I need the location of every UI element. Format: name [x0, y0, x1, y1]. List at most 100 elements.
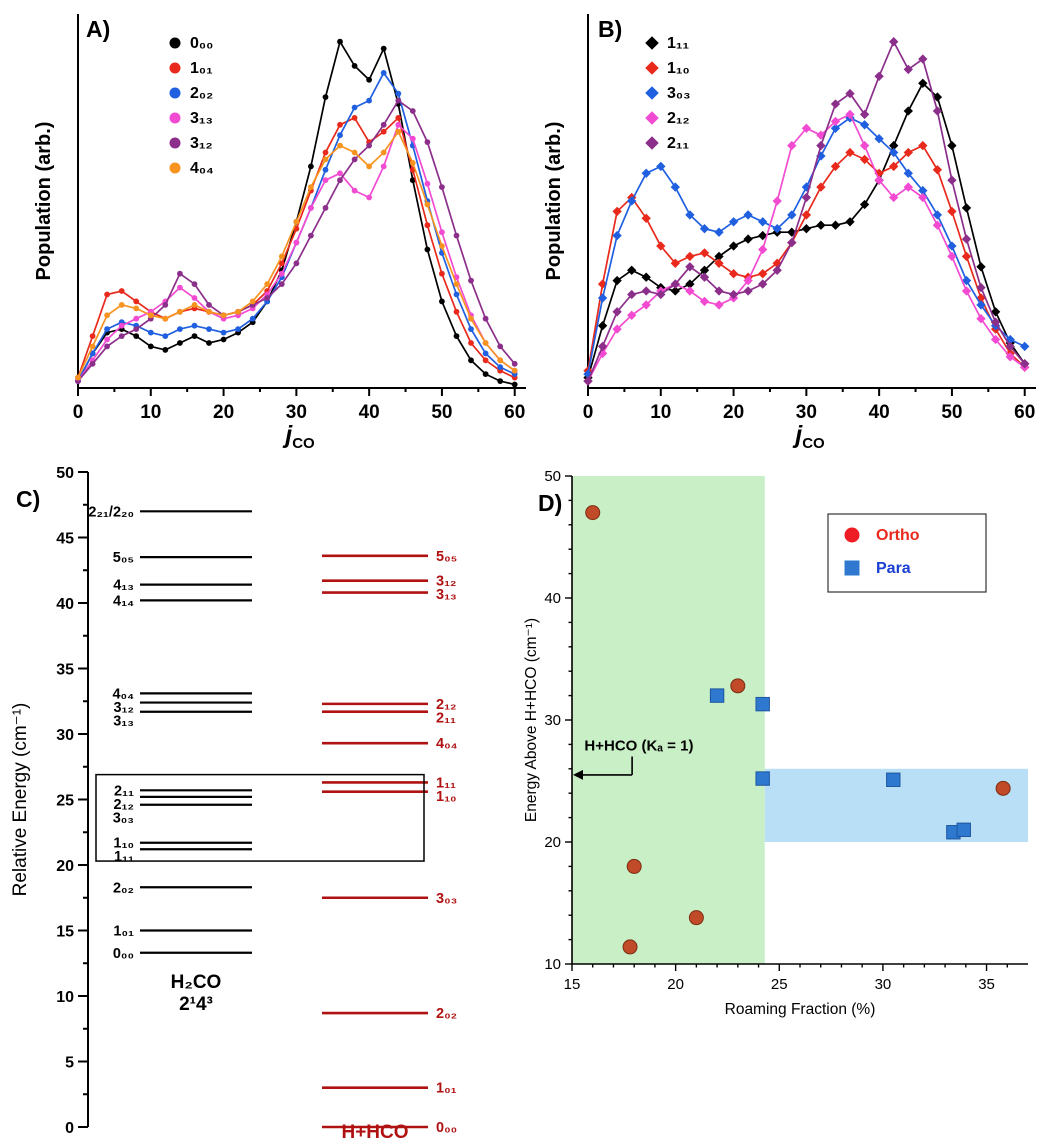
svg-text:15: 15 — [564, 976, 581, 993]
svg-text:3₀₃: 3₀₃ — [667, 85, 691, 102]
svg-text:2₁₂: 2₁₂ — [113, 797, 134, 813]
svg-text:4₀₄: 4₀₄ — [112, 686, 134, 702]
svg-text:3₁₃: 3₁₃ — [113, 713, 134, 729]
axes: 15 20 25 30 35 10 20 30 40 50 Roaming Fraction (%)… — [523, 468, 1028, 1018]
svg-text:1₁₁: 1₁₁ — [436, 775, 456, 791]
svg-text:0: 0 — [73, 402, 84, 423]
svg-text:10: 10 — [650, 402, 671, 423]
panel-a-chart: 0 10 20 30 40 50 60 Population (arb.) jCO 0₀₀ 1₀₁ 2… — [33, 14, 526, 452]
panel-a-label: A) — [86, 16, 111, 42]
svg-text:Population (arb.): Population (arb.) — [543, 122, 565, 281]
panel-b-chart: 0 10 20 30 40 50 60 Population (arb.) jCO 1₁₁ 1₁₀ 3… — [543, 14, 1036, 452]
svg-text:40: 40 — [544, 590, 561, 607]
svg-text:Population (arb.): Population (arb.) — [33, 122, 55, 281]
svg-text:1₀₁: 1₀₁ — [113, 924, 134, 940]
svg-text:2₀₂: 2₀₂ — [190, 85, 213, 102]
svg-text:20: 20 — [723, 402, 744, 423]
hhco-ka1-annotation: H+HCO (Kₐ = 1) — [573, 738, 693, 780]
svg-text:4₀₄: 4₀₄ — [190, 160, 214, 177]
svg-text:2₁₂: 2₁₂ — [436, 697, 457, 713]
svg-text:H+HCO: H+HCO — [341, 1122, 408, 1142]
panel-c-label: C) — [16, 486, 41, 512]
axes: 0 10 20 30 40 50 60 Population (arb.) jCO — [33, 14, 526, 452]
svg-text:2₁₂: 2₁₂ — [667, 110, 690, 127]
svg-text:10: 10 — [544, 956, 561, 973]
svg-text:Roaming Fraction (%): Roaming Fraction (%) — [725, 1001, 876, 1018]
svg-text:30: 30 — [796, 402, 817, 423]
arrow-head-icon — [573, 769, 583, 780]
svg-text:10: 10 — [56, 989, 74, 1006]
svg-text:50: 50 — [56, 465, 74, 482]
svg-text:40: 40 — [56, 596, 74, 613]
highlight-box — [95, 773, 425, 862]
svg-text:1₁₀: 1₁₀ — [667, 60, 690, 77]
svg-text:4₁₄: 4₁₄ — [113, 593, 134, 609]
svg-text:20: 20 — [667, 976, 684, 993]
legend: 1₁₁ 1₁₀ 3₀₃ 2₁₂ 2₁₁ — [645, 35, 691, 152]
svg-text:0₀₀: 0₀₀ — [190, 35, 213, 52]
svg-text:2₀₂: 2₀₂ — [436, 1006, 457, 1022]
svg-text:H₂CO: H₂CO — [171, 972, 222, 993]
svg-text:3₁₂: 3₁₂ — [436, 574, 457, 590]
svg-text:1₁₀: 1₁₀ — [113, 836, 134, 852]
svg-text:jCO: jCO — [792, 421, 825, 452]
svg-text:45: 45 — [56, 531, 74, 548]
svg-text:40: 40 — [869, 402, 890, 423]
svg-text:0: 0 — [65, 1120, 74, 1137]
svg-text:2₁₁: 2₁₁ — [114, 783, 134, 799]
svg-text:60: 60 — [1014, 402, 1035, 423]
svg-text:5₀₅: 5₀₅ — [436, 549, 457, 565]
svg-text:1₁₁: 1₁₁ — [114, 849, 134, 865]
svg-text:0₀₀: 0₀₀ — [436, 1120, 457, 1136]
svg-text:3₀₃: 3₀₃ — [113, 810, 134, 826]
svg-text:30: 30 — [875, 976, 892, 993]
svg-text:35: 35 — [56, 662, 74, 679]
svg-text:40: 40 — [359, 402, 380, 423]
panel-d-chart: 15 20 25 30 35 10 20 30 40 50 Roaming Fraction (%)… — [523, 468, 1028, 1018]
svg-text:30: 30 — [56, 727, 74, 744]
energy-axis: 0 5 10 15 20 25 30 35 40 45 50 Relative Energy (cm⁻… — [10, 465, 89, 1137]
panel-b-label: B) — [598, 16, 623, 42]
svg-text:30: 30 — [544, 712, 561, 729]
svg-text:1₁₀: 1₁₀ — [436, 789, 457, 805]
svg-text:1₀₁: 1₀₁ — [436, 1081, 457, 1097]
svg-text:3₁₃: 3₁₃ — [436, 587, 457, 603]
svg-text:20: 20 — [213, 402, 234, 423]
svg-text:3₁₂: 3₁₂ — [113, 700, 134, 716]
green-band — [572, 476, 765, 964]
svg-text:Relative Energy (cm⁻¹): Relative Energy (cm⁻¹) — [10, 703, 31, 897]
svg-text:3₁₂: 3₁₂ — [190, 135, 213, 152]
svg-text:1₀₁: 1₀₁ — [190, 60, 213, 77]
svg-text:30: 30 — [286, 402, 307, 423]
svg-text:15: 15 — [56, 924, 74, 941]
svg-text:25: 25 — [56, 793, 74, 810]
svg-text:2¹4³: 2¹4³ — [179, 994, 213, 1015]
svg-text:2₀₂: 2₀₂ — [113, 880, 134, 896]
svg-text:0: 0 — [583, 402, 594, 423]
legend: 0₀₀ 1₀₁ 2₀₂ 3₁₃ 3₁₂ 4₀₄ — [169, 35, 214, 177]
svg-text:35: 35 — [978, 976, 995, 993]
data-points — [585, 505, 1011, 955]
svg-text:50: 50 — [941, 402, 962, 423]
svg-text:jCO: jCO — [282, 421, 315, 452]
svg-text:20: 20 — [56, 858, 74, 875]
svg-text:3₀₃: 3₀₃ — [436, 891, 457, 907]
svg-text:4₁₃: 4₁₃ — [113, 578, 134, 594]
svg-text:Energy Above H+HCO (cm⁻¹): Energy Above H+HCO (cm⁻¹) — [523, 618, 540, 822]
panel-d-label: D) — [538, 490, 563, 516]
svg-text:5₀₅: 5₀₅ — [113, 550, 134, 566]
svg-text:20: 20 — [544, 834, 561, 851]
svg-text:10: 10 — [140, 402, 161, 423]
panel-c-chart: 0 5 10 15 20 25 30 35 40 45 50 Relative Energy (cm⁻… — [10, 465, 458, 1142]
svg-text:50: 50 — [431, 402, 452, 423]
svg-text:50: 50 — [544, 468, 561, 485]
svg-text:4₀₄: 4₀₄ — [436, 736, 458, 752]
svg-text:5: 5 — [65, 1055, 74, 1072]
svg-text:Para: Para — [876, 560, 911, 577]
legend: Ortho Para — [827, 513, 987, 593]
svg-text:0₀₀: 0₀₀ — [113, 946, 134, 962]
svg-text:2₂₁/2₂₀: 2₂₁/2₂₀ — [88, 504, 134, 520]
